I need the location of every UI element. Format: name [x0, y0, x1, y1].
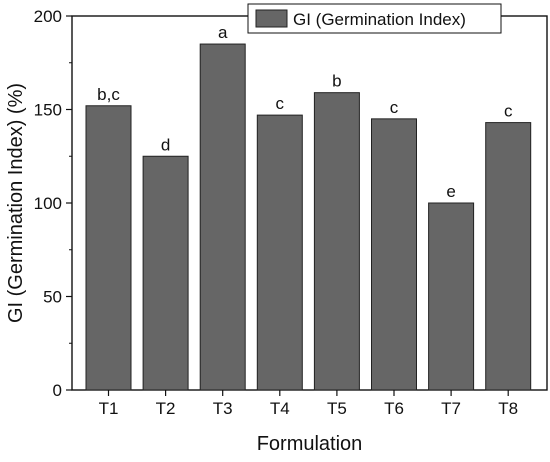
legend: GI (Germination Index) — [247, 3, 502, 34]
bar-label-t7: e — [446, 182, 455, 201]
y-tick-label: 200 — [34, 7, 62, 26]
x-axis: T1 T2 T3 T4 T5 T6 T7 T8 — [99, 390, 518, 418]
y-axis-title: GI (Germination Index) (%) — [5, 83, 27, 323]
bar-t6 — [371, 118, 417, 391]
x-tick-label: T8 — [498, 399, 518, 418]
bar-label-t5: b — [332, 72, 341, 91]
bars — [85, 43, 532, 391]
y-tick-label: 150 — [34, 101, 62, 120]
plot-area: b,c d a c b c e c — [71, 15, 548, 391]
bar-label-t4: c — [276, 94, 285, 113]
bar-label-t2: d — [161, 135, 170, 154]
bar-significance-labels: b,c d a c b c e c — [97, 23, 513, 201]
x-axis-title: Formulation — [257, 433, 363, 455]
bar-t3 — [199, 43, 246, 391]
bar-t7 — [428, 202, 475, 391]
x-tick-label: T1 — [99, 399, 119, 418]
y-tick-label: 0 — [53, 381, 62, 400]
x-tick-label: T3 — [213, 399, 233, 418]
x-tick-label: T2 — [156, 399, 176, 418]
legend-swatch — [255, 9, 288, 28]
bar-t8 — [485, 122, 532, 391]
bar-label-t1: b,c — [97, 85, 120, 104]
y-tick-label: 100 — [34, 194, 62, 213]
bar-t1 — [85, 105, 132, 391]
bar-label-t6: c — [390, 98, 399, 117]
bar-label-t8: c — [504, 102, 513, 121]
legend-label: GI (Germination Index) — [293, 10, 466, 29]
x-tick-label: T4 — [270, 399, 290, 418]
bar-t5 — [313, 92, 360, 391]
bar-t4 — [256, 114, 303, 391]
y-tick-label: 50 — [43, 288, 62, 307]
x-tick-label: T7 — [441, 399, 461, 418]
x-tick-label: T5 — [327, 399, 347, 418]
bar-t2 — [142, 155, 189, 391]
x-tick-label: T6 — [384, 399, 404, 418]
bar-label-t3: a — [218, 23, 228, 42]
legend-frame — [247, 3, 502, 34]
y-axis: 0 50 100 150 200 — [34, 7, 72, 400]
